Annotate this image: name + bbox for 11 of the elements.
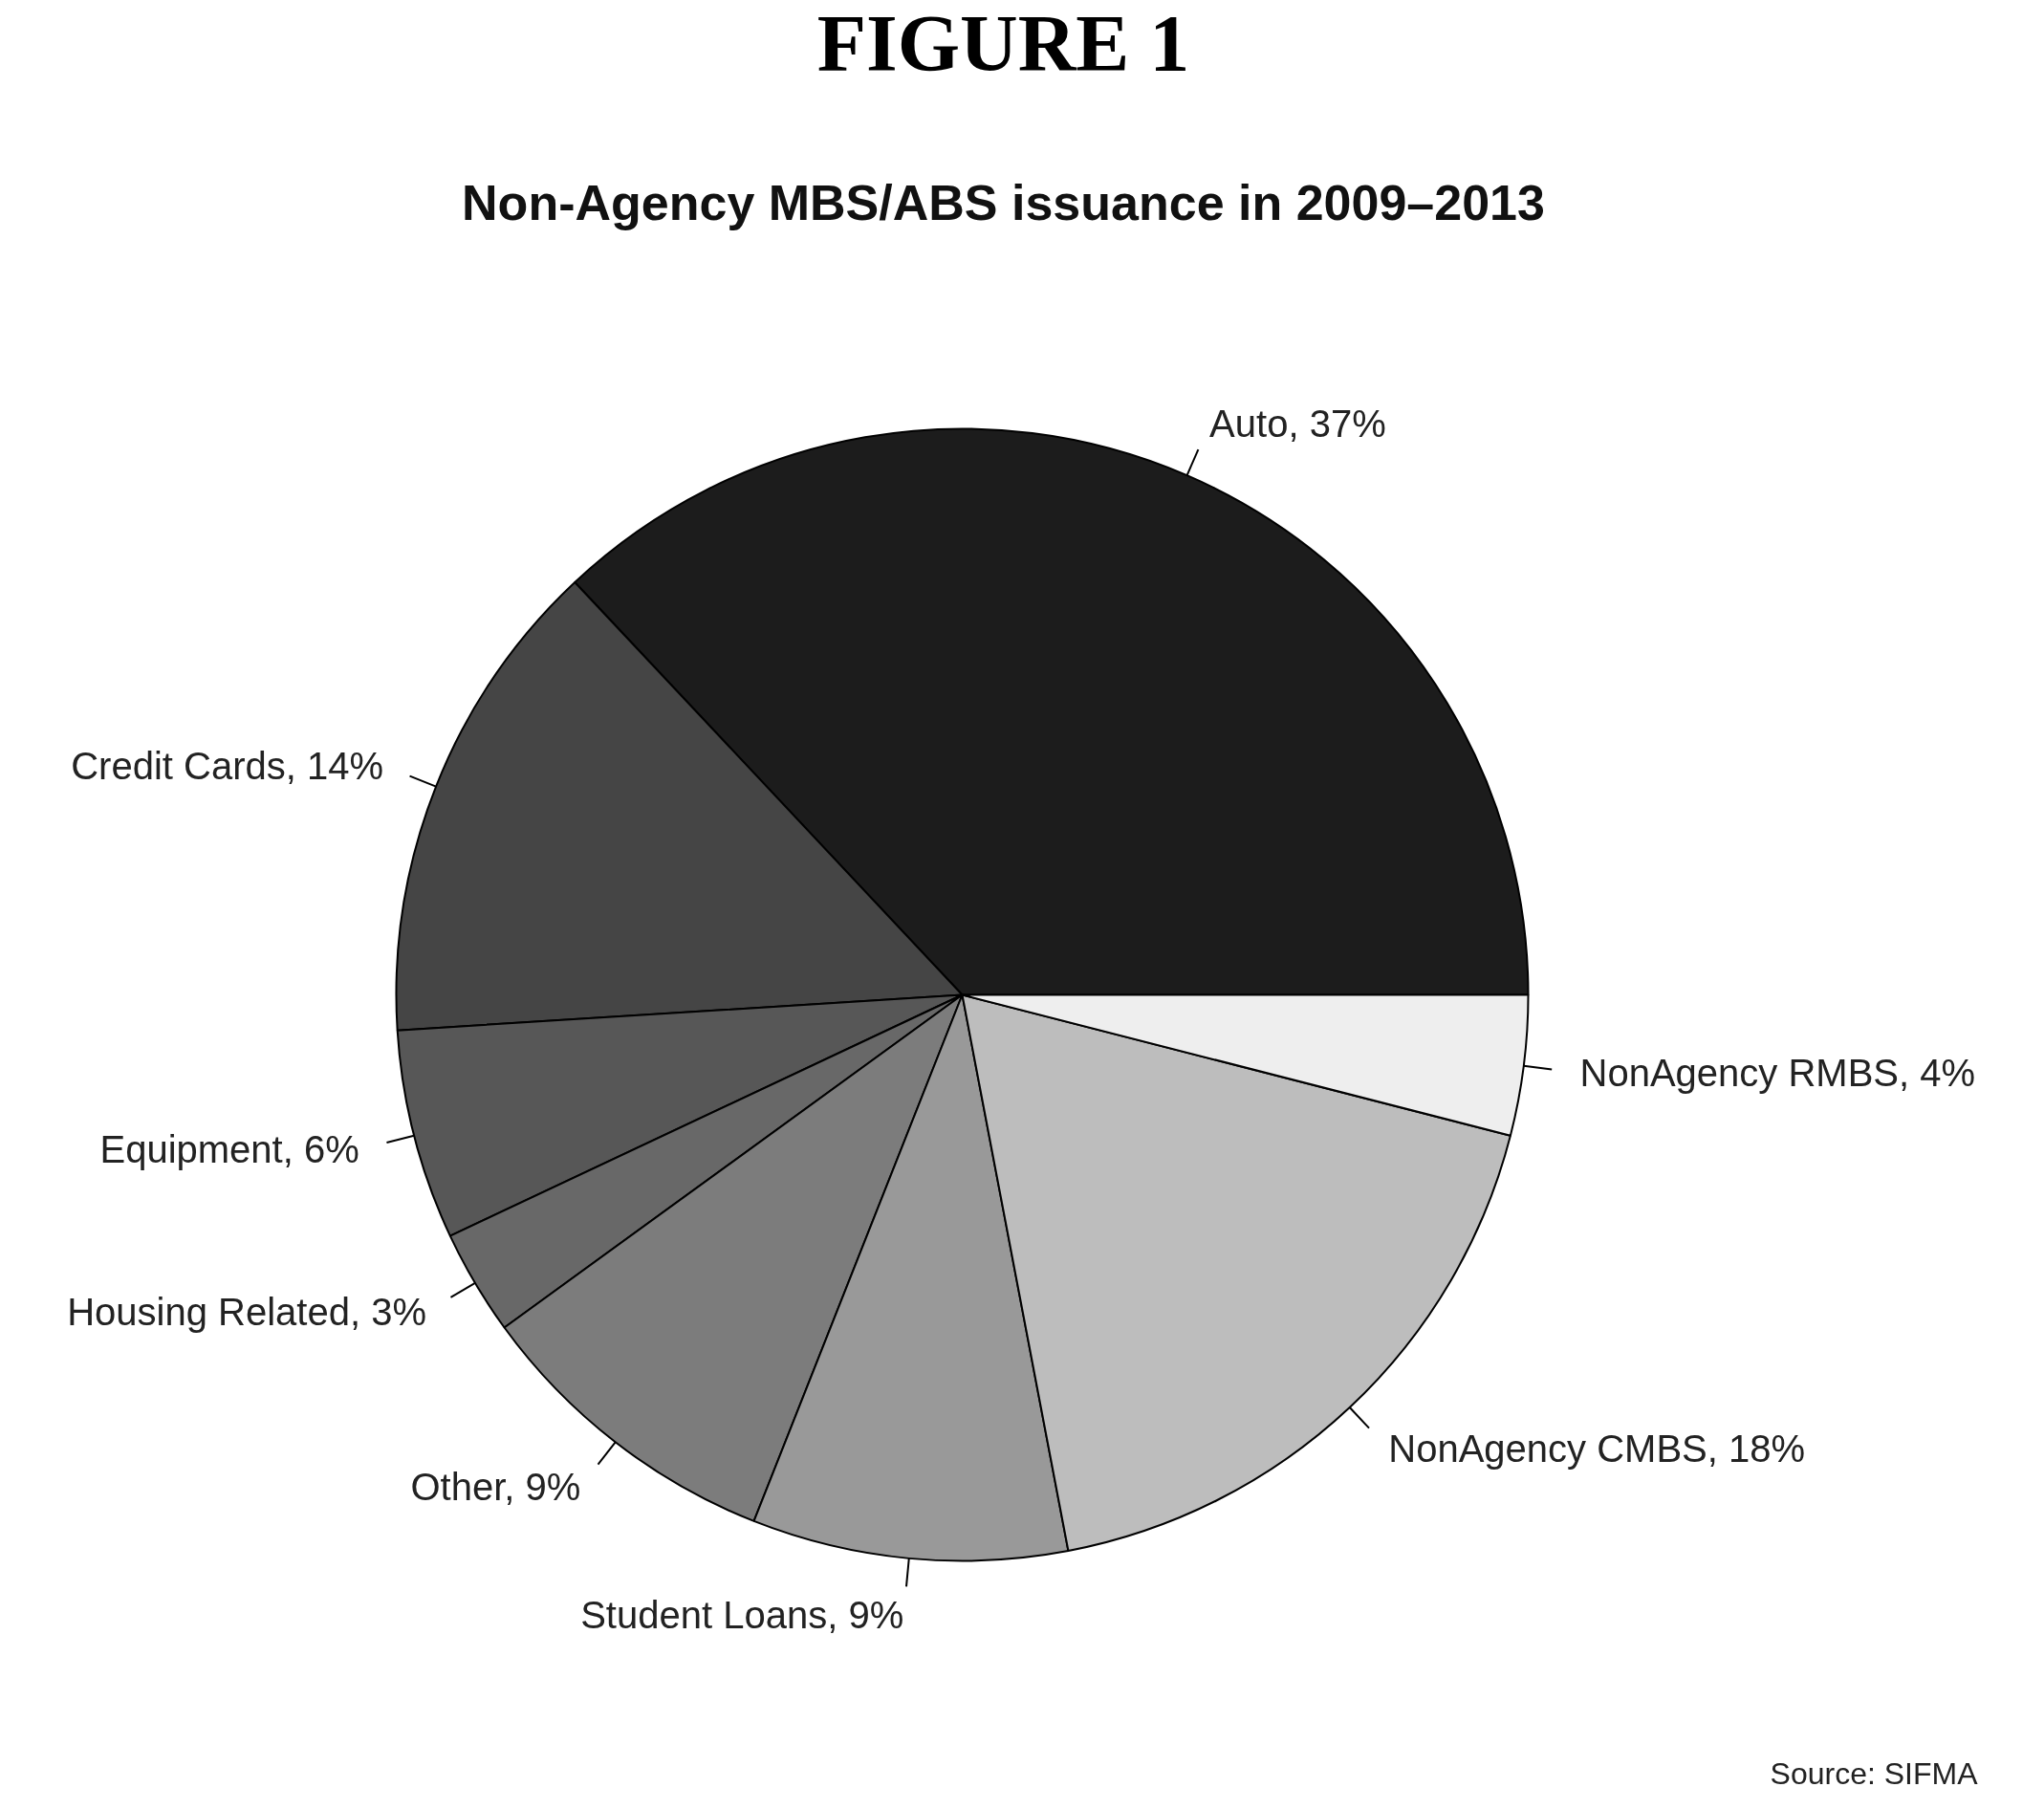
slice-label: NonAgency RMBS, 4% <box>1579 1052 1976 1095</box>
chart-title: FIGURE 1 <box>816 0 1190 88</box>
chart-subtitle: Non-Agency MBS/ABS issuance in 2009–2013 <box>462 174 1545 230</box>
slice-label: Housing Related, 3% <box>67 1290 426 1333</box>
source-note: Source: SIFMA <box>1770 1755 1979 1791</box>
slice-label: Other, 9% <box>410 1466 581 1509</box>
slice-label: Auto, 37% <box>1209 402 1386 445</box>
slice-label: NonAgency CMBS, 18% <box>1388 1428 1806 1471</box>
slice-label: Equipment, 6% <box>99 1128 359 1171</box>
slice-label: Credit Cards, 14% <box>71 744 384 787</box>
slice-label: Student Loans, 9% <box>580 1593 904 1636</box>
